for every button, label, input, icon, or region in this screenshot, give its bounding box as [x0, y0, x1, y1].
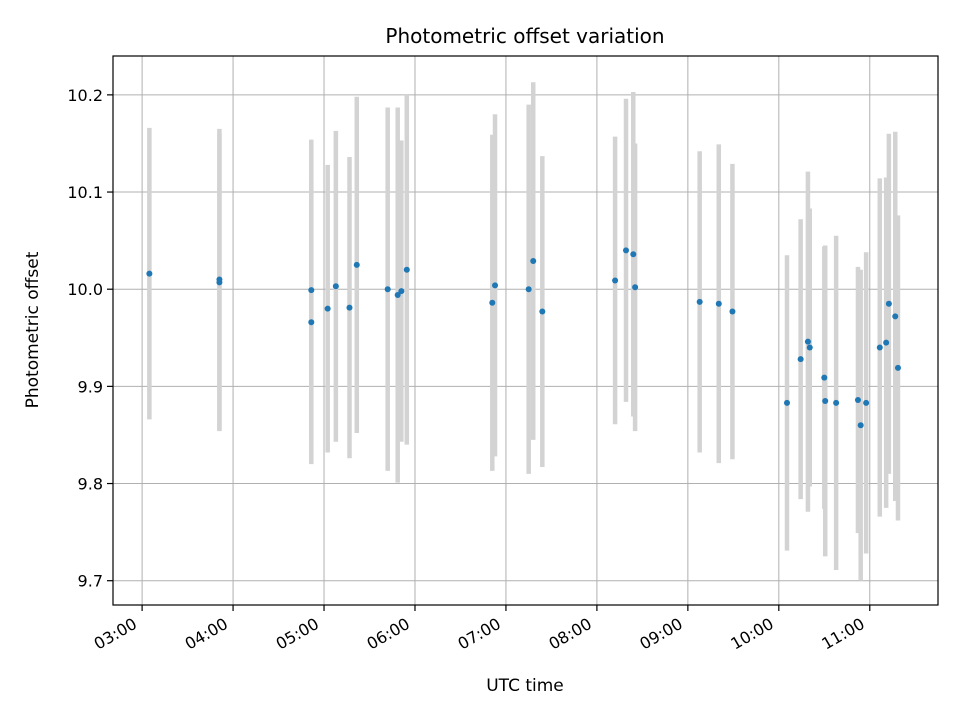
y-tick-label: 10.1 — [67, 183, 103, 202]
y-tick-label: 10.0 — [67, 280, 103, 299]
data-point — [876, 344, 883, 351]
data-point — [146, 270, 153, 277]
data-point — [332, 283, 339, 290]
data-point — [394, 292, 401, 299]
data-point — [623, 247, 630, 254]
chart-title: Photometric offset variation — [385, 24, 664, 48]
data-point — [384, 286, 391, 293]
x-tick-label: 09:00 — [636, 614, 685, 654]
data-point — [784, 399, 791, 406]
data-point — [729, 308, 736, 315]
data-point — [885, 300, 892, 307]
x-tick-label: 06:00 — [364, 614, 413, 654]
data-point — [854, 396, 861, 403]
data-point — [216, 279, 223, 286]
data-point — [833, 399, 840, 406]
y-axis-ticks: 9.7 9.8 9.9 10.0 10.1 10.2 — [67, 86, 113, 591]
y-tick-label: 10.2 — [67, 86, 103, 105]
data-point — [530, 258, 537, 265]
x-tick-label: 11:00 — [818, 614, 867, 654]
data-point — [346, 304, 353, 311]
plot-frame — [112, 55, 939, 606]
data-point — [489, 299, 496, 306]
y-tick-label: 9.8 — [78, 475, 103, 494]
data-point — [324, 305, 331, 312]
data-point — [857, 422, 864, 429]
data-point — [894, 364, 901, 371]
data-point — [696, 298, 703, 305]
data-point — [806, 344, 813, 351]
data-point — [822, 397, 829, 404]
data-point — [863, 399, 870, 406]
data-point — [632, 284, 639, 291]
data-point — [353, 261, 360, 268]
data-point — [308, 287, 315, 294]
data-point — [797, 356, 804, 363]
data-point — [403, 266, 410, 273]
data-point — [883, 339, 890, 346]
y-axis-label: Photometric offset — [23, 251, 43, 408]
x-axis-ticks: 03:00 04:00 05:00 06:00 07:00 08:00 09:00 10:00… — [91, 605, 871, 654]
data-points — [146, 247, 901, 429]
x-tick-label: 08:00 — [545, 614, 594, 654]
y-tick-label: 9.7 — [78, 572, 103, 591]
data-point — [892, 313, 899, 320]
plot-background — [113, 56, 938, 605]
data-point — [715, 300, 722, 307]
data-point — [539, 308, 546, 315]
y-tick-label: 9.9 — [78, 377, 103, 396]
x-tick-label: 10:00 — [727, 614, 776, 654]
x-axis-label: UTC time — [486, 676, 564, 696]
data-point — [630, 251, 637, 258]
data-point — [804, 338, 811, 345]
x-tick-label: 05:00 — [273, 614, 322, 654]
data-point — [525, 286, 532, 293]
data-point — [612, 277, 619, 284]
data-point — [308, 319, 315, 326]
x-tick-label: 04:00 — [182, 614, 231, 654]
data-point — [821, 374, 828, 381]
data-point — [398, 288, 405, 295]
data-point — [492, 282, 499, 289]
x-tick-label: 07:00 — [455, 614, 504, 654]
x-tick-label: 03:00 — [91, 614, 140, 654]
